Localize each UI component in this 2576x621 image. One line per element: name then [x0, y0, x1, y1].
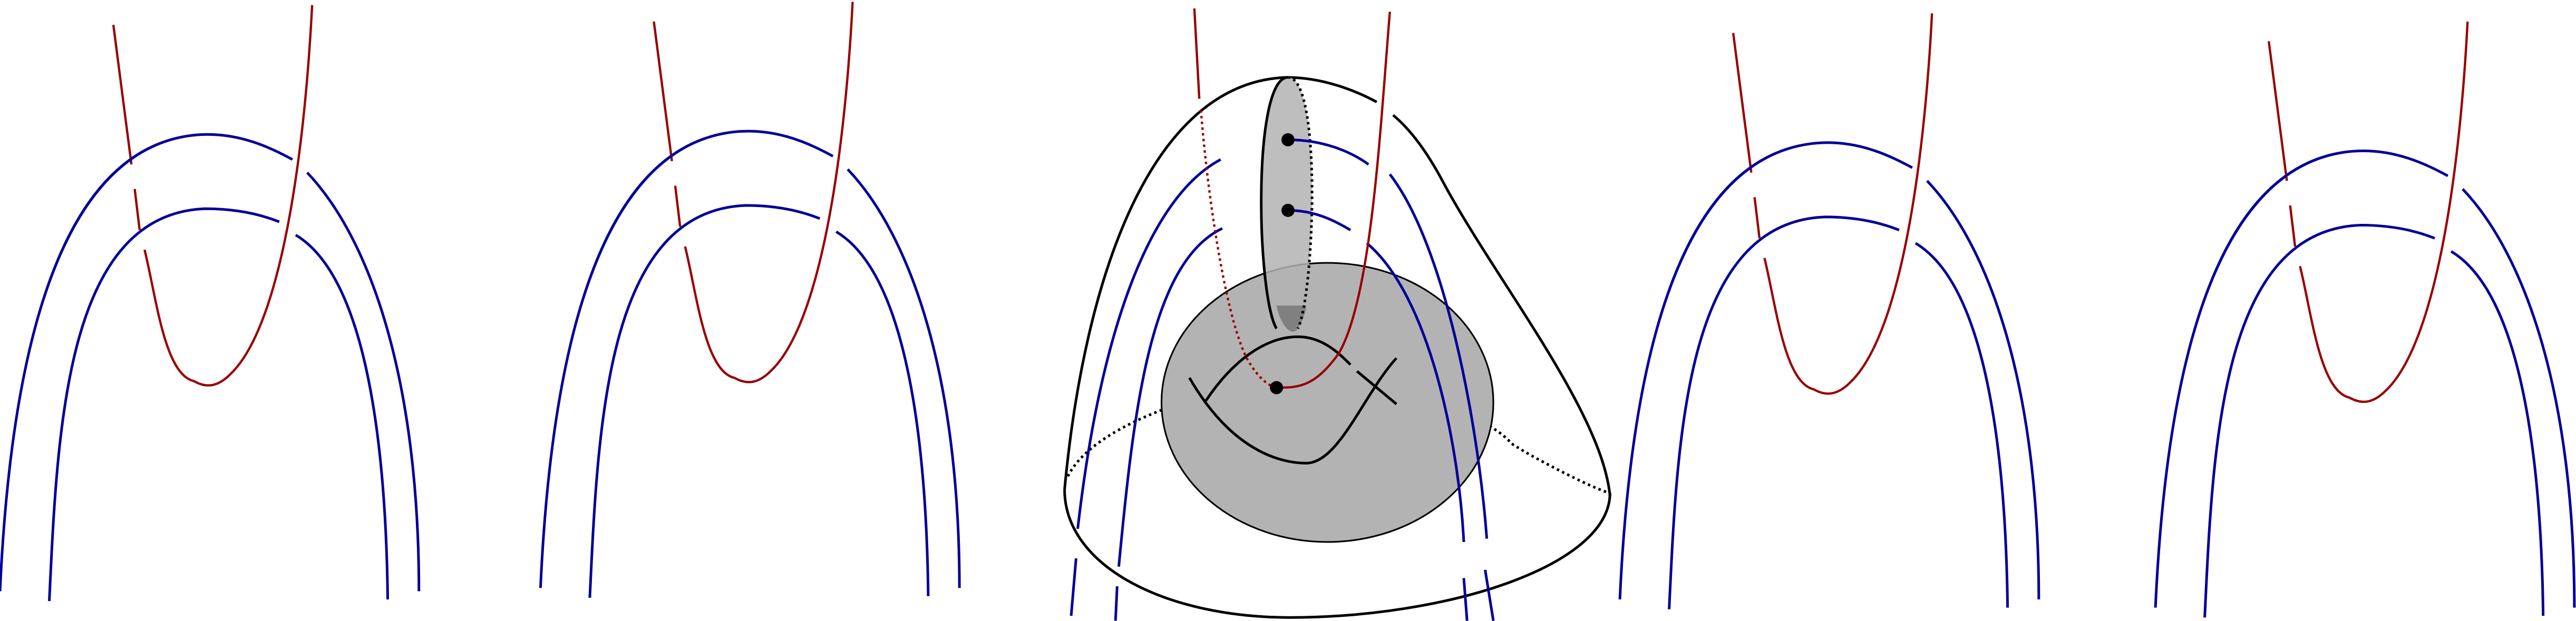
- marked-point: [1270, 381, 1284, 395]
- panel-3: [1063, 8, 1611, 621]
- shaded-sphere: [1160, 262, 1494, 543]
- panel-1: [0, 5, 419, 601]
- panel-5: [2155, 22, 2574, 617]
- ball-dome: [1063, 76, 1611, 496]
- marked-point: [1281, 203, 1295, 217]
- panel-4: [1620, 13, 2039, 609]
- marked-point: [1281, 133, 1295, 146]
- panel-2: [540, 2, 959, 598]
- ball-bottom: [1063, 489, 1611, 619]
